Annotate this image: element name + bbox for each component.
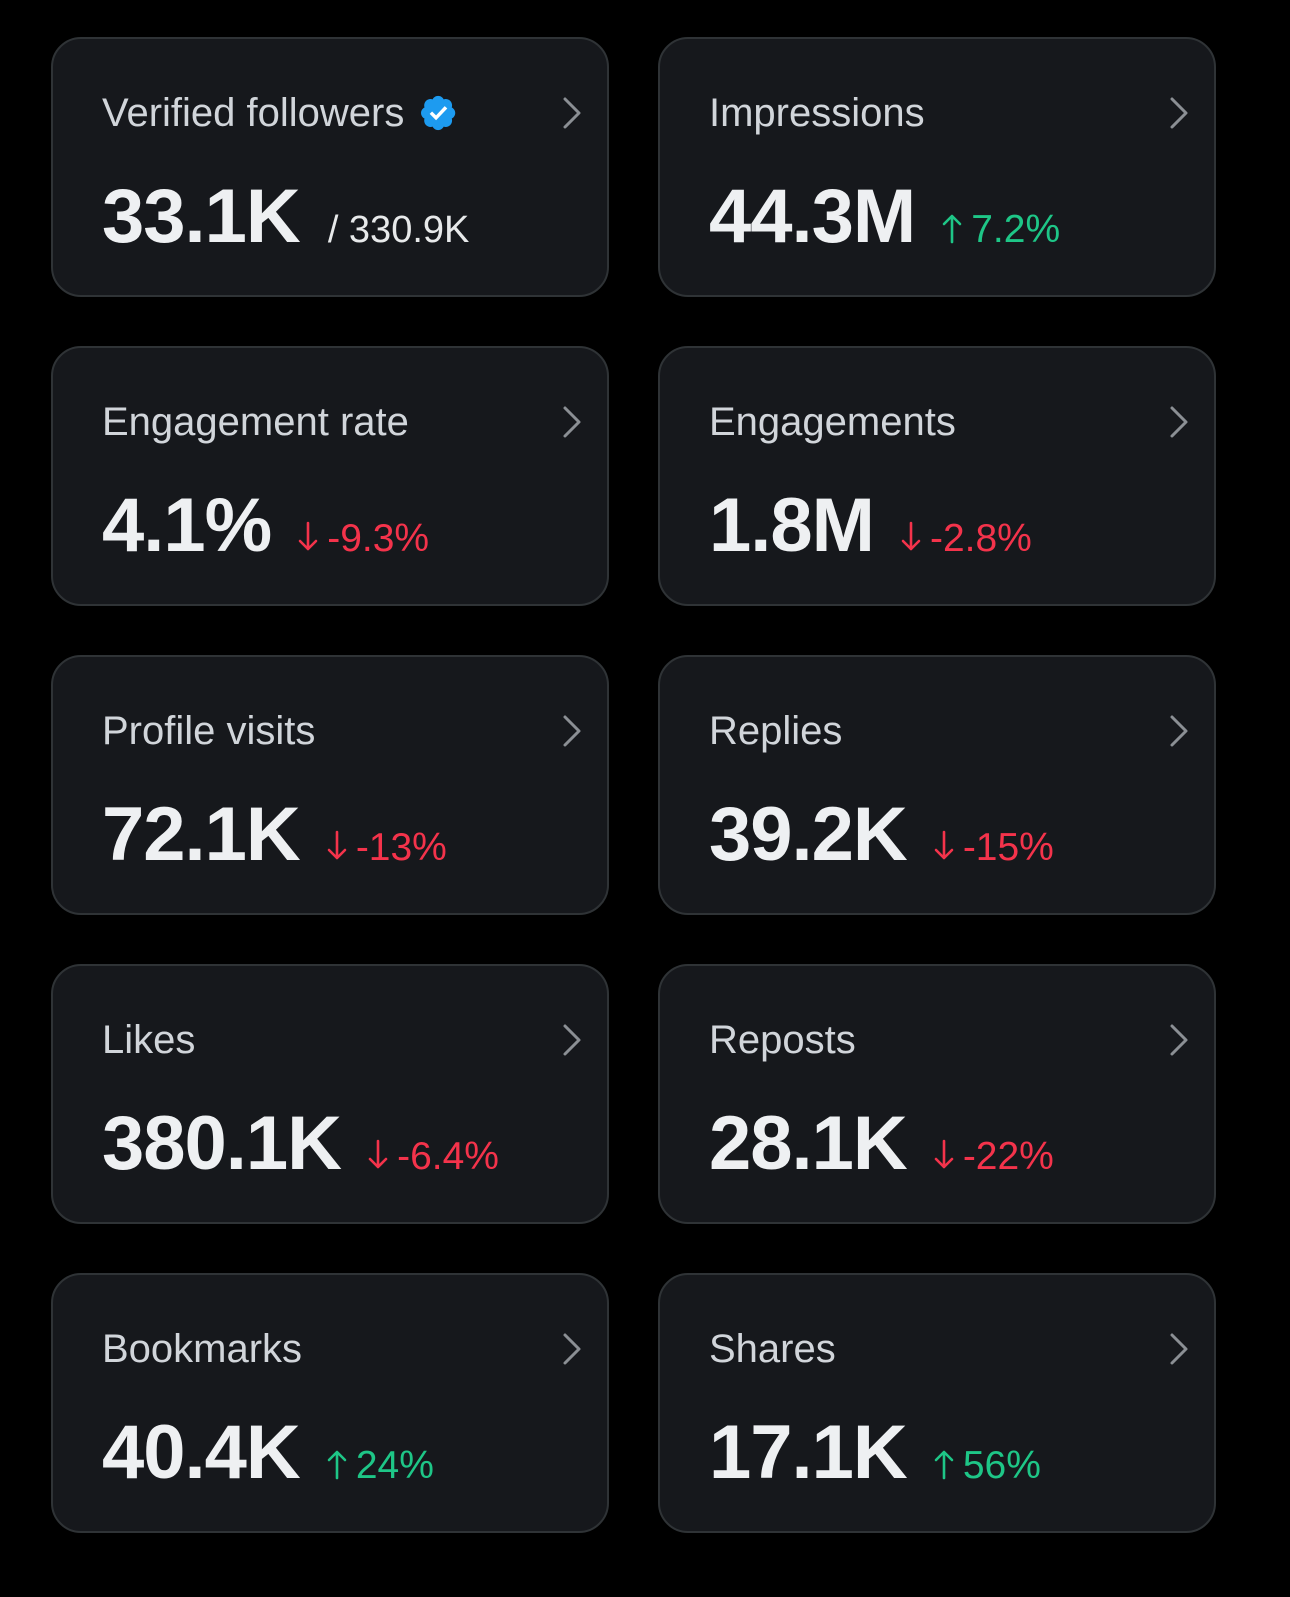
arrow-down-icon — [934, 1139, 954, 1169]
chevron-right-icon — [563, 715, 581, 747]
metric-value: 39.2K — [709, 792, 908, 877]
metric-change-value: -22% — [962, 1135, 1054, 1178]
chevron-right-icon — [1170, 1024, 1188, 1056]
arrow-down-icon — [298, 521, 318, 551]
card-engagements[interactable]: Engagements 1.8M -2.8% — [658, 346, 1216, 606]
value-row: 33.1K / 330.9K — [102, 175, 469, 259]
metric-value: 72.1K — [102, 792, 301, 877]
value-row: 72.1K -13% — [102, 793, 447, 877]
card-bookmarks[interactable]: Bookmarks 40.4K 24% — [51, 1273, 609, 1533]
metric-change: -6.4% — [367, 1135, 499, 1179]
value-row: 28.1K -22% — [709, 1102, 1054, 1186]
chevron-right-icon — [563, 97, 581, 129]
metric-value: 44.3M — [709, 174, 916, 259]
card-title-text: Verified followers — [102, 91, 405, 135]
chevron-right-icon — [1170, 97, 1188, 129]
value-row: 40.4K 24% — [102, 1411, 434, 1495]
card-title: Replies — [709, 709, 843, 753]
metric-change: -15% — [933, 826, 1054, 870]
arrow-down-icon — [901, 521, 921, 551]
metric-change: -9.3% — [297, 517, 429, 561]
card-title: Bookmarks — [102, 1327, 303, 1371]
metric-change: 7.2% — [941, 208, 1060, 252]
metric-value: 380.1K — [102, 1101, 342, 1186]
metric-change-value: -9.3% — [327, 517, 430, 560]
arrow-up-icon — [934, 1450, 954, 1480]
card-profile-visits[interactable]: Profile visits 72.1K -13% — [51, 655, 609, 915]
metrics-grid: Verified followers 33.1K / 330.9K Impres… — [51, 37, 1216, 1533]
card-verified-followers[interactable]: Verified followers 33.1K / 330.9K — [51, 37, 609, 297]
chevron-right-icon — [1170, 1333, 1188, 1365]
card-reposts[interactable]: Reposts 28.1K -22% — [658, 964, 1216, 1224]
card-likes[interactable]: Likes 380.1K -6.4% — [51, 964, 609, 1224]
metric-change-value: 7.2% — [971, 208, 1061, 251]
metric-change-value: 56% — [962, 1444, 1041, 1487]
card-title: Reposts — [709, 1018, 856, 1062]
arrow-down-icon — [327, 830, 347, 860]
value-row: 44.3M 7.2% — [709, 175, 1060, 259]
card-title: Shares — [709, 1327, 836, 1371]
metric-change-value: -13% — [355, 826, 447, 869]
value-row: 1.8M -2.8% — [709, 484, 1032, 568]
value-row: 17.1K 56% — [709, 1411, 1041, 1495]
metric-change: -13% — [326, 826, 447, 870]
value-row: 4.1% -9.3% — [102, 484, 429, 568]
card-title: Verified followers — [102, 89, 458, 137]
metric-change: -2.8% — [900, 517, 1032, 561]
metric-value: 40.4K — [102, 1410, 301, 1495]
arrow-up-icon — [327, 1450, 347, 1480]
chevron-right-icon — [1170, 715, 1188, 747]
arrow-down-icon — [368, 1139, 388, 1169]
metric-change: 56% — [933, 1444, 1041, 1488]
chevron-right-icon — [1170, 406, 1188, 438]
card-title: Impressions — [709, 91, 925, 135]
card-replies[interactable]: Replies 39.2K -15% — [658, 655, 1216, 915]
metric-total: / 330.9K — [327, 209, 470, 251]
card-title: Likes — [102, 1018, 196, 1062]
value-row: 39.2K -15% — [709, 793, 1054, 877]
verified-badge-icon — [421, 95, 456, 131]
metric-value: 28.1K — [709, 1101, 908, 1186]
metric-change-value: -6.4% — [397, 1135, 499, 1178]
chevron-right-icon — [563, 1024, 581, 1056]
card-title: Engagement rate — [102, 400, 409, 444]
chevron-right-icon — [563, 1333, 581, 1365]
card-title: Engagements — [709, 400, 956, 444]
metric-change: 24% — [326, 1444, 434, 1488]
chevron-right-icon — [563, 406, 581, 438]
metric-change-value: -15% — [962, 826, 1054, 869]
card-title: Profile visits — [102, 709, 316, 753]
metric-value: 33.1K — [102, 174, 301, 259]
value-row: 380.1K -6.4% — [102, 1102, 499, 1186]
card-engagement-rate[interactable]: Engagement rate 4.1% -9.3% — [51, 346, 609, 606]
metric-value: 4.1% — [102, 483, 272, 568]
card-impressions[interactable]: Impressions 44.3M 7.2% — [658, 37, 1216, 297]
arrow-up-icon — [942, 214, 962, 244]
metric-value: 1.8M — [709, 483, 875, 568]
card-shares[interactable]: Shares 17.1K 56% — [658, 1273, 1216, 1533]
metric-change-value: 24% — [355, 1444, 434, 1487]
metric-change: -22% — [933, 1135, 1054, 1179]
arrow-down-icon — [934, 830, 954, 860]
metric-change-value: -2.8% — [929, 517, 1032, 560]
metric-value: 17.1K — [709, 1410, 908, 1495]
